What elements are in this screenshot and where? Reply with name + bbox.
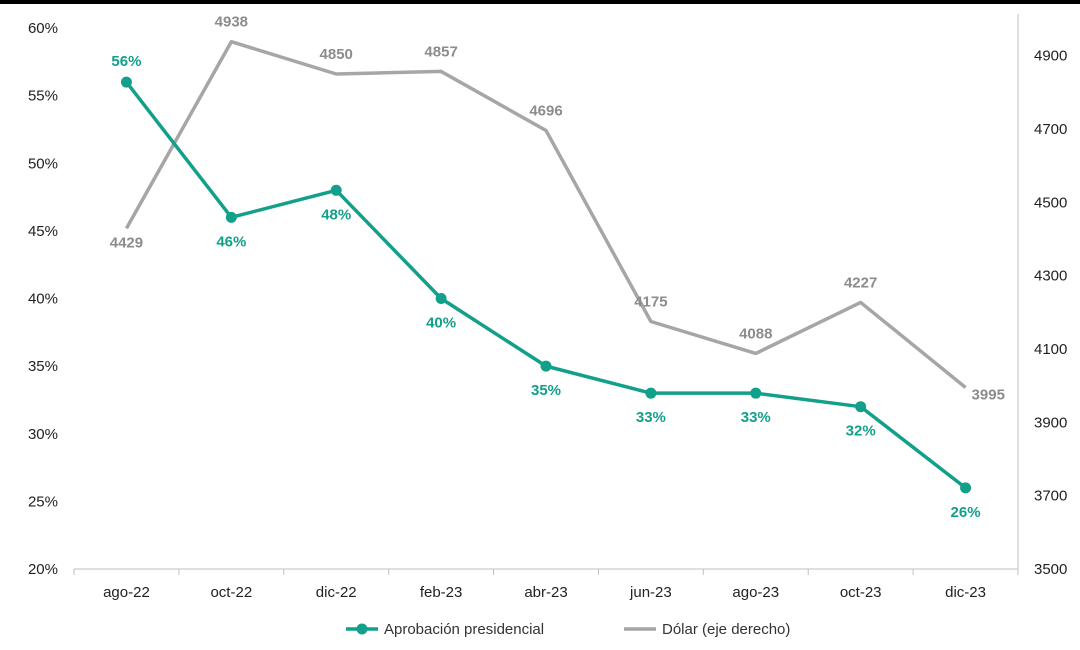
right-tick-label: 4700 — [1034, 121, 1067, 138]
data-label-dolar: 4850 — [320, 46, 353, 63]
left-tick-label: 50% — [28, 155, 58, 172]
data-point-aprobacion — [330, 184, 342, 196]
left-tick-label: 45% — [28, 223, 58, 240]
data-label-aprobacion: 32% — [846, 423, 876, 440]
data-point-aprobacion — [435, 293, 447, 304]
data-label-aprobacion: 48% — [321, 206, 351, 223]
data-label-aprobacion: 33% — [741, 409, 771, 426]
right-tick-label: 4300 — [1034, 268, 1067, 285]
x-tick-label: abr-23 — [524, 584, 567, 601]
legend-label-dolar: Dólar (eje derecho) — [662, 621, 790, 638]
right-tick-label: 4900 — [1034, 48, 1067, 65]
x-tick-label: dic-23 — [945, 584, 986, 601]
left-tick-label: 30% — [28, 426, 58, 443]
data-label-dolar: 4429 — [110, 234, 143, 251]
data-point-aprobacion — [960, 482, 972, 494]
legend-label-aprobacion: Aprobación presidencial — [384, 621, 544, 638]
left-tick-label: 35% — [28, 358, 58, 375]
data-label-dolar: 3995 — [972, 387, 1005, 404]
data-point-aprobacion — [120, 76, 132, 88]
series-line-dolar — [124, 39, 967, 389]
left-tick-label: 40% — [28, 291, 58, 308]
data-label-aprobacion: 40% — [426, 315, 456, 332]
data-point-aprobacion — [645, 387, 657, 399]
data-label-aprobacion: 26% — [951, 504, 981, 521]
x-tick-label: oct-23 — [840, 584, 882, 601]
left-tick-label: 20% — [28, 561, 58, 578]
right-tick-label: 3900 — [1034, 414, 1067, 431]
right-tick-label: 3500 — [1034, 561, 1067, 578]
left-tick-label: 60% — [28, 20, 58, 37]
right-tick-label: 3700 — [1034, 488, 1067, 505]
right-tick-label: 4100 — [1034, 341, 1067, 358]
data-point-aprobacion — [225, 211, 237, 223]
data-label-dolar: 4175 — [634, 294, 667, 311]
data-label-dolar: 4938 — [215, 14, 248, 31]
data-point-aprobacion — [750, 387, 762, 399]
data-label-aprobacion: 33% — [636, 409, 666, 426]
left-tick-label: 25% — [28, 493, 58, 510]
data-label-aprobacion: 35% — [531, 382, 561, 399]
data-point-aprobacion — [540, 360, 552, 372]
data-label-aprobacion: 46% — [216, 233, 246, 250]
x-tick-label: jun-23 — [629, 584, 672, 601]
data-point-aprobacion — [855, 401, 867, 413]
data-label-dolar: 4088 — [739, 325, 772, 342]
legend-marker-aprobacion — [356, 623, 368, 635]
x-tick-label: dic-22 — [316, 584, 357, 601]
x-tick-label: feb-23 — [420, 584, 463, 601]
data-label-dolar: 4696 — [529, 102, 562, 119]
left-tick-label: 55% — [28, 88, 58, 105]
right-tick-label: 4500 — [1034, 194, 1067, 211]
x-tick-label: ago-22 — [103, 584, 150, 601]
data-label-dolar: 4227 — [844, 274, 877, 291]
x-tick-label: ago-23 — [732, 584, 779, 601]
data-label-aprobacion: 56% — [111, 53, 141, 70]
x-tick-label: oct-22 — [210, 584, 252, 601]
series-line-aprobacion — [125, 81, 967, 490]
top-border — [0, 0, 1080, 4]
data-label-dolar: 4857 — [424, 43, 457, 60]
